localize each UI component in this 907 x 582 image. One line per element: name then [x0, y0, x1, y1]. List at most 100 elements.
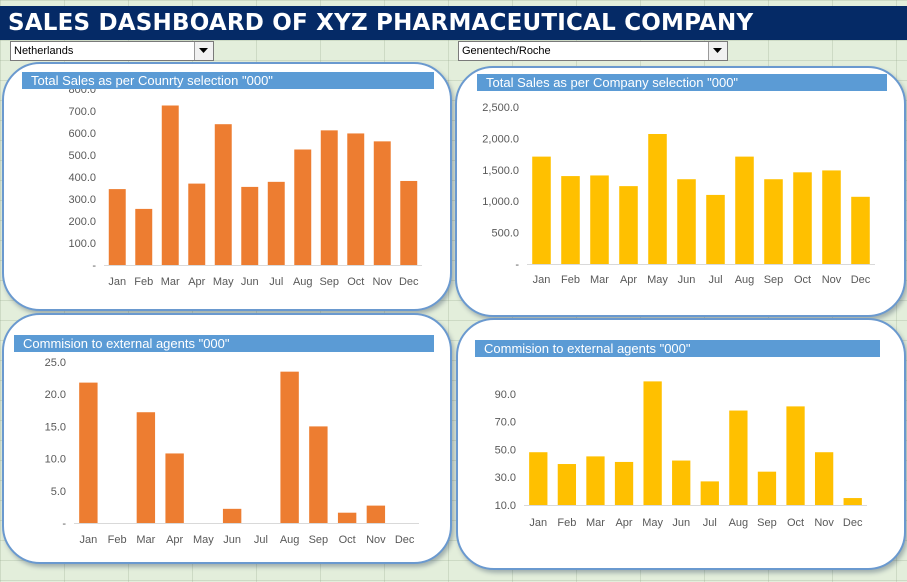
bar-feb[interactable] [561, 176, 580, 264]
bar-jul[interactable] [700, 481, 719, 505]
bar-apr[interactable] [619, 186, 638, 264]
y-tick-label: 30.0 [495, 472, 516, 484]
bar-feb[interactable] [135, 208, 153, 265]
bar-sep[interactable] [309, 426, 328, 523]
y-tick-label: 1,000.0 [482, 196, 519, 208]
bar-oct[interactable] [347, 133, 365, 265]
x-tick-label: Sep [757, 517, 777, 529]
bar-sep[interactable] [757, 471, 777, 505]
bar-jun[interactable] [241, 186, 259, 265]
x-tick-label: Nov [366, 534, 386, 546]
bar-jul[interactable] [267, 181, 285, 265]
bar-nov[interactable] [366, 505, 386, 523]
y-tick-label: 200.0 [68, 216, 96, 228]
bar-may[interactable] [648, 134, 667, 264]
bar-jun[interactable] [222, 508, 242, 523]
company-dropdown-value: Genentech/Roche [462, 45, 551, 57]
bar-dec[interactable] [851, 196, 870, 264]
company-commission-chart: 10.0 30.0 50.0 70.0 90.0 Jan Feb Mar Apr May Jun Ju… [495, 381, 867, 529]
bar-jan[interactable] [79, 382, 98, 523]
bar-jul[interactable] [706, 194, 725, 264]
x-tick-label: Oct [787, 517, 804, 529]
company-sales-title: Total Sales as per Company selection "00… [477, 74, 887, 91]
bar-feb[interactable] [557, 464, 577, 505]
country-commission-panel[interactable]: - 5.0 10.0 15.0 20.0 25.0 Jan Feb Mar Apr May Jun Ju… [2, 313, 452, 564]
x-tick-label: Feb [108, 534, 127, 546]
bar-nov[interactable] [822, 170, 841, 264]
bar-sep[interactable] [764, 179, 783, 264]
x-tick-label: Aug [280, 534, 300, 546]
x-tick-label: Mar [161, 276, 180, 288]
bar-oct[interactable] [786, 406, 805, 505]
x-tick-label: Jul [703, 517, 717, 529]
x-tick-label: Oct [339, 534, 356, 546]
country-dropdown-button[interactable] [194, 42, 213, 60]
x-tick-label: May [642, 517, 663, 529]
company-sales-chart: - 500.0 1,000.0 1,500.0 2,000.0 2,500.0 Jan Feb… [482, 102, 875, 286]
x-tick-label: Jan [108, 276, 126, 288]
y-tick-label: 1,500.0 [482, 165, 519, 177]
y-tick-label: 600.0 [68, 128, 96, 140]
bar-mar[interactable] [590, 175, 609, 264]
bar-apr[interactable] [188, 183, 206, 265]
x-tick-label: Jun [678, 274, 696, 286]
bar-aug[interactable] [294, 149, 312, 266]
country-sales-chart: -100.0200.0300.0400.0500.0600.0700.0800.… [68, 84, 422, 288]
bar-aug[interactable] [280, 371, 299, 523]
x-tick-label: Nov [372, 276, 392, 288]
y-tick-label: - [515, 259, 519, 271]
bar-jan[interactable] [532, 156, 551, 264]
x-tick-label: Dec [843, 517, 863, 529]
bar-aug[interactable] [729, 410, 748, 505]
company-commission-panel[interactable]: 10.0 30.0 50.0 70.0 90.0 Jan Feb Mar Apr May Jun Ju… [456, 318, 906, 570]
x-tick-label: Nov [822, 274, 842, 286]
country-dropdown-value: Netherlands [14, 45, 74, 57]
x-tick-label: Feb [561, 274, 580, 286]
x-tick-label: Jun [672, 517, 690, 529]
bar-may[interactable] [214, 124, 232, 265]
y-tick-label: 50.0 [495, 444, 516, 456]
bar-nov[interactable] [814, 452, 834, 505]
x-tick-label: Aug [729, 517, 749, 529]
y-tick-label: 2,500.0 [482, 102, 519, 114]
bar-oct[interactable] [337, 512, 357, 523]
y-tick-label: 500.0 [68, 150, 96, 162]
bar-apr[interactable] [165, 453, 184, 523]
bar-aug[interactable] [735, 156, 754, 264]
x-tick-label: Sep [319, 276, 339, 288]
company-sales-panel[interactable]: - 500.0 1,000.0 1,500.0 2,000.0 2,500.0 Jan Feb… [455, 66, 906, 317]
y-tick-label: 10.0 [45, 454, 66, 466]
x-tick-label: Apr [188, 276, 205, 288]
bar-jan[interactable] [529, 452, 548, 505]
bar-mar[interactable] [136, 412, 156, 523]
x-tick-label: Oct [794, 274, 811, 286]
bar-oct[interactable] [793, 172, 812, 264]
x-tick-label: Jan [533, 274, 551, 286]
bar-apr[interactable] [614, 461, 634, 505]
x-tick-label: Dec [851, 274, 871, 286]
company-dropdown[interactable]: Genentech/Roche [458, 41, 728, 61]
y-tick-label: - [92, 260, 96, 272]
company-dropdown-button[interactable] [708, 42, 727, 60]
bar-sep[interactable] [320, 130, 338, 265]
x-tick-label: Apr [166, 534, 183, 546]
x-tick-label: Mar [590, 274, 609, 286]
y-tick-label: 70.0 [495, 417, 516, 429]
bar-jun[interactable] [672, 460, 691, 505]
country-sales-panel[interactable]: -100.0 200.0 300.0 400.0 500.0 600.0 700.0 800.… [2, 62, 452, 311]
y-tick-label: 90.0 [495, 389, 516, 401]
y-tick-label: 2,000.0 [482, 133, 519, 145]
bar-jan[interactable] [108, 189, 126, 265]
bar-mar[interactable] [586, 456, 605, 505]
dashboard-title: SALES DASHBOARD OF XYZ PHARMACEUTICAL CO… [0, 6, 907, 40]
bar-dec[interactable] [843, 498, 862, 505]
bar-nov[interactable] [373, 141, 391, 265]
country-dropdown[interactable]: Netherlands [10, 41, 214, 61]
x-tick-label: Feb [134, 276, 153, 288]
bar-may[interactable] [643, 381, 662, 505]
bar-jun[interactable] [677, 179, 696, 264]
country-commission-chart: - 5.0 10.0 15.0 20.0 25.0 Jan Feb Mar Apr May Jun Ju… [45, 357, 419, 546]
x-tick-label: Aug [735, 274, 755, 286]
bar-dec[interactable] [400, 180, 418, 265]
bar-mar[interactable] [161, 105, 179, 266]
